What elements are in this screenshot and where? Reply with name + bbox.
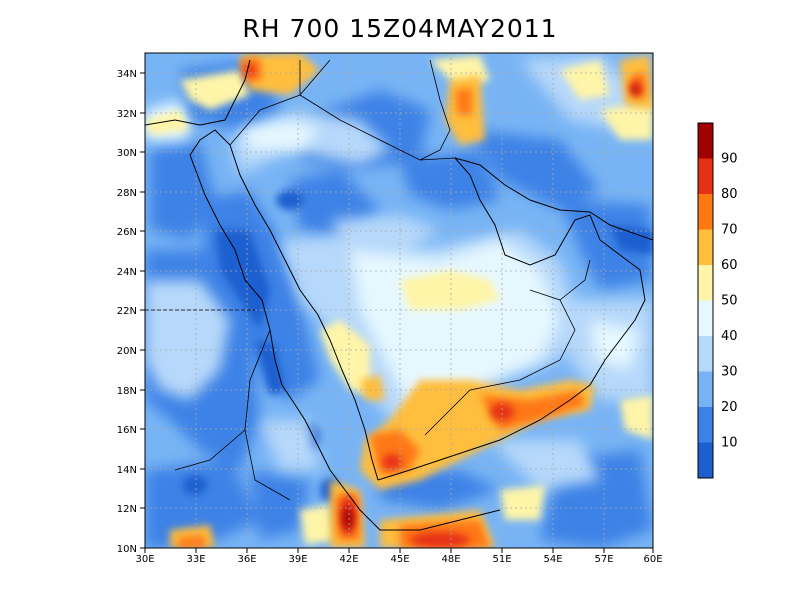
y-tick-label: 20N <box>117 346 137 357</box>
colorbar-segment <box>698 442 713 478</box>
y-tick-label: 26N <box>117 227 137 238</box>
coastlines <box>145 59 653 531</box>
colorbar-label: 20 <box>721 400 738 415</box>
x-tick-label: 51E <box>492 554 511 565</box>
colorbar-label: 60 <box>721 258 738 273</box>
colorbar-label: 10 <box>721 436 738 451</box>
y-tick-label: 30N <box>117 148 137 159</box>
colorbar-segment <box>698 229 713 265</box>
x-tick-label: 36E <box>237 554 256 565</box>
colorbar-label: 80 <box>721 187 738 202</box>
colorbar-segment <box>698 336 713 372</box>
y-tick-label: 14N <box>117 465 137 476</box>
colorbar-label: 30 <box>721 365 738 380</box>
colorbar-segment <box>698 300 713 336</box>
y-tick-label: 24N <box>117 267 137 278</box>
y-axis-labels: 10N 12N 14N 16N 18N 20N 22N 24N 26N 28N … <box>117 69 137 555</box>
map-title: RH 700 15Z04MAY2011 <box>242 14 558 43</box>
colorbar-frame <box>697 122 714 479</box>
y-tick-label: 28N <box>117 188 137 199</box>
colorbar-segment <box>698 371 713 407</box>
tick-marks <box>140 72 654 553</box>
x-tick-label: 48E <box>441 554 460 565</box>
y-tick-label: 32N <box>117 109 137 120</box>
colorbar-label: 40 <box>721 329 738 344</box>
x-tick-label: 45E <box>390 554 409 565</box>
y-tick-label: 12N <box>117 504 137 515</box>
x-tick-label: 30E <box>135 554 154 565</box>
colorbar-segment <box>698 265 713 301</box>
y-tick-label: 22N <box>117 306 137 317</box>
colorbar-label: 90 <box>721 152 738 167</box>
y-tick-label: 10N <box>117 544 137 555</box>
colorbar-segment <box>698 123 713 159</box>
colorbar-label: 50 <box>721 294 738 309</box>
x-tick-label: 57E <box>594 554 613 565</box>
borders <box>145 59 591 501</box>
colorbar-segment <box>698 194 713 230</box>
x-tick-label: 33E <box>186 554 205 565</box>
plot-frame <box>144 52 654 549</box>
y-tick-label: 18N <box>117 386 137 397</box>
x-axis-labels: 30E 33E 36E 39E 42E 45E 48E 51E 54E 57E … <box>135 554 662 565</box>
colorbar-segment <box>698 158 713 194</box>
x-tick-label: 42E <box>339 554 358 565</box>
y-tick-label: 16N <box>117 425 137 436</box>
colorbar: 10 20 30 40 50 60 70 80 90 <box>697 122 738 479</box>
colorbar-segment <box>698 407 713 443</box>
colorbar-label: 70 <box>721 223 738 238</box>
rh-field <box>145 53 653 548</box>
x-tick-label: 54E <box>543 554 562 565</box>
x-tick-label: 60E <box>643 554 662 565</box>
y-tick-label: 34N <box>117 69 137 80</box>
x-tick-label: 39E <box>288 554 307 565</box>
